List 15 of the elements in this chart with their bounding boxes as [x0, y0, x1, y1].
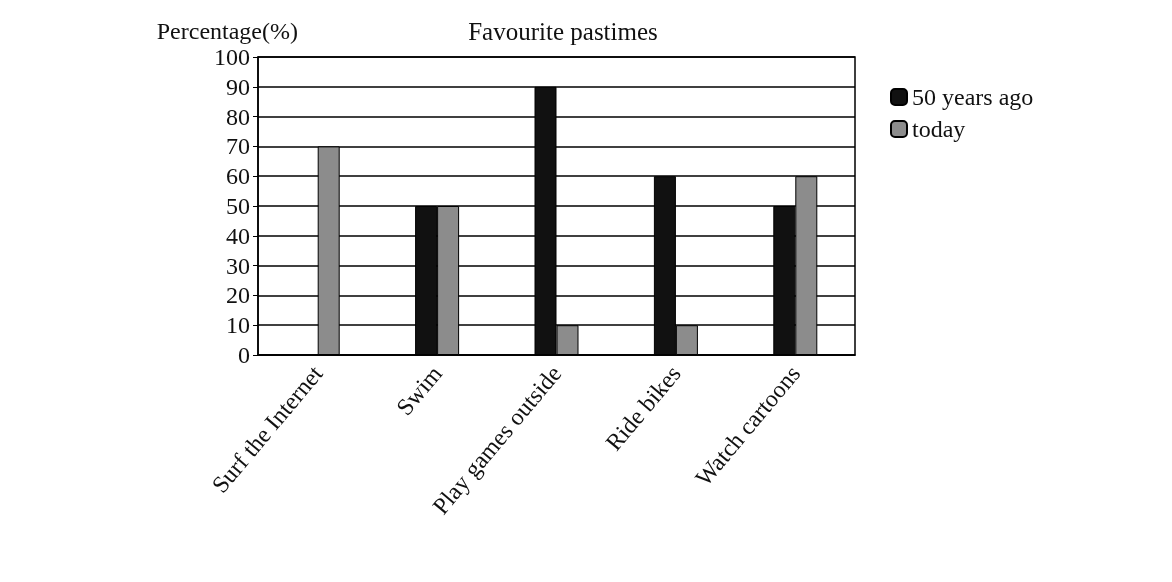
y-tick-label: 70	[226, 133, 250, 160]
y-axis-title: Percentage(%)	[156, 18, 298, 44]
y-tick-label: 100	[214, 44, 250, 70]
y-tick-label: 0	[238, 342, 250, 368]
legend-label: today	[912, 116, 966, 142]
y-tick-label: 10	[226, 312, 250, 339]
chart-title: Favourite pastimes	[468, 18, 658, 45]
y-tick-label: 20	[226, 282, 250, 309]
y-tick-label: 60	[226, 163, 250, 190]
y-tick-label: 50	[226, 193, 250, 219]
y-tick-label: 40	[226, 222, 250, 249]
y-tick-label: 90	[226, 73, 250, 100]
y-tick-label: 30	[226, 252, 250, 279]
legend-label: 50 years ago	[912, 84, 1034, 110]
y-tick-label: 80	[226, 103, 250, 130]
